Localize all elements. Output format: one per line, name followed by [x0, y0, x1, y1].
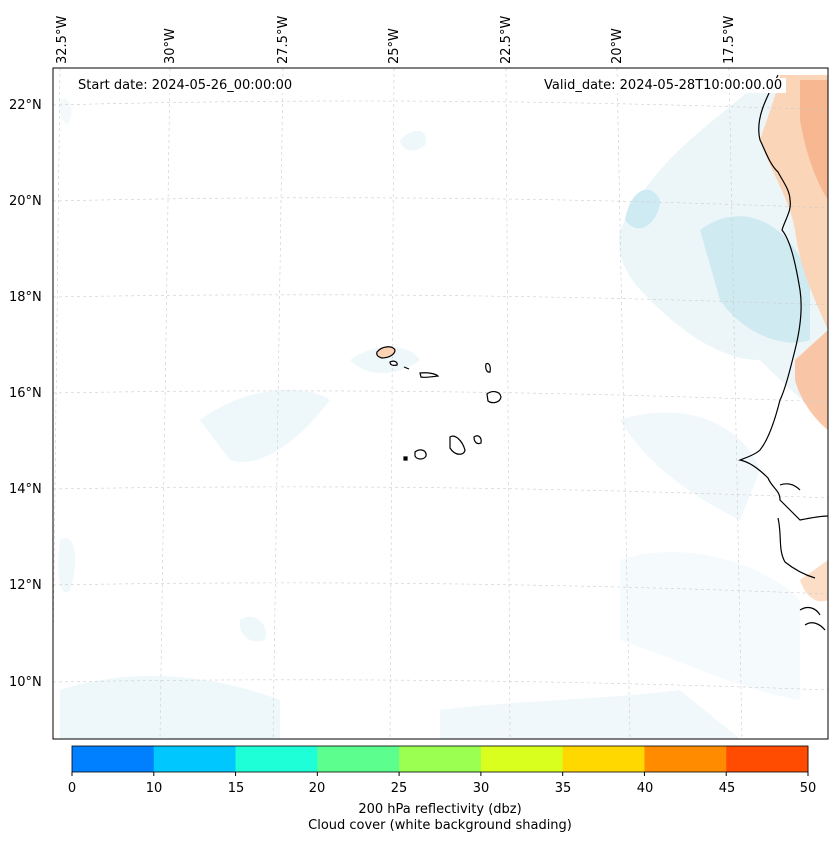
colorbar-tick: 45 — [718, 781, 736, 796]
colorbar-label: 200 hPa reflectivity (dbz) — [358, 802, 522, 817]
lat-label-16n: 16°N — [9, 386, 42, 401]
colorbar-frame — [71, 745, 809, 773]
lon-label-25w: 25°W — [387, 28, 402, 64]
colorbar — [71, 745, 809, 776]
cloud-cover-shading — [58, 75, 828, 739]
gridlines — [53, 68, 828, 739]
colorbar-tick: 40 — [636, 781, 654, 796]
map-area — [53, 68, 828, 739]
colorbar-segment — [153, 746, 237, 772]
lon-label-20w: 20°W — [610, 28, 625, 64]
lon-label-27.5w: 27.5°W — [276, 15, 291, 64]
lon-label-17.5w: 17.5°W — [722, 15, 737, 64]
colorbar-segment — [399, 746, 482, 772]
lat-label-12n: 12°N — [9, 578, 42, 593]
valid-date-label: Valid_date: 2024-05-28T10:00:00.00 — [540, 78, 787, 93]
colorbar-tick: 35 — [554, 781, 572, 796]
start-date-label: Start date: 2024-05-26_00:00:00 — [74, 78, 297, 93]
cape-verde-islands — [376, 346, 502, 461]
colorbar-tick: 0 — [67, 781, 77, 796]
colorbar-segment — [72, 746, 155, 772]
colorbar-tick: 50 — [799, 781, 817, 796]
lat-label-14n: 14°N — [9, 482, 42, 497]
colorbar-tick: 20 — [308, 781, 326, 796]
colorbar-segment — [726, 746, 809, 772]
colorbar-tick: 25 — [390, 781, 408, 796]
colorbar-tick: 30 — [472, 781, 490, 796]
lat-label-22n: 22°N — [9, 98, 42, 113]
colorbar-sublabel: Cloud cover (white background shading) — [308, 818, 572, 833]
lon-label-30w: 30°W — [163, 28, 178, 64]
lat-label-18n: 18°N — [9, 290, 42, 305]
colorbar-segment — [317, 746, 400, 772]
lon-label-32.5w: 32.5°W — [55, 15, 70, 64]
map-frame — [52, 67, 829, 740]
colorbar-segment — [235, 746, 318, 772]
lat-label-10n: 10°N — [9, 675, 42, 690]
colorbar-segment — [562, 746, 645, 772]
lat-label-20n: 20°N — [9, 194, 42, 209]
colorbar-segment — [644, 746, 727, 772]
colorbar-tick: 10 — [145, 781, 163, 796]
colorbar-tick: 15 — [227, 781, 245, 796]
colorbar-segment — [480, 746, 564, 772]
lon-label-22.5w: 22.5°W — [499, 15, 514, 64]
